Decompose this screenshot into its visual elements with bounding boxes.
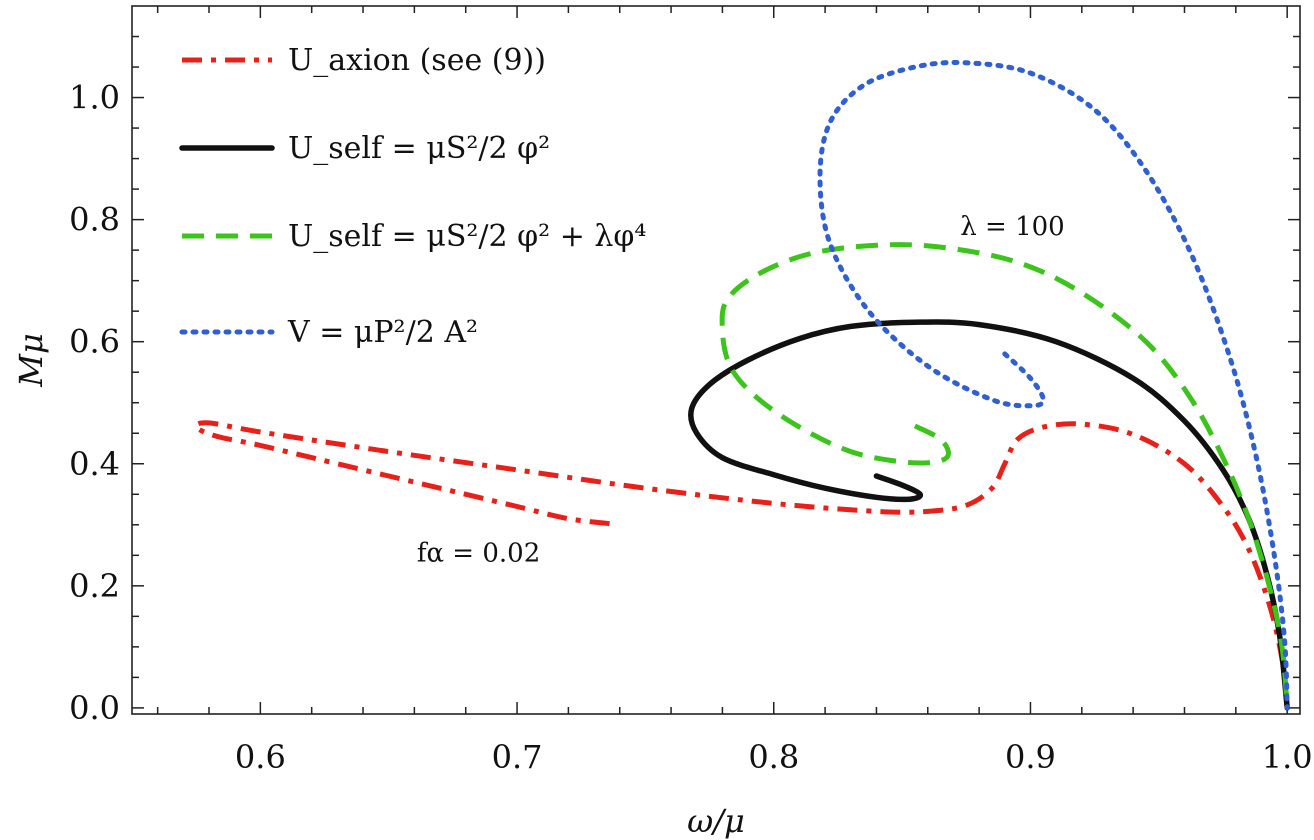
annotation-lambda: λ = 100 [960, 212, 1064, 242]
series-axion [193, 420, 1290, 709]
y-tick-label: 0.0 [69, 689, 120, 727]
legend-label-axion: U_axion (see (9)) [288, 43, 546, 78]
y-tick-label: 1.0 [69, 79, 120, 117]
series-layer [193, 59, 1290, 711]
y-tick-label: 0.6 [69, 323, 120, 361]
x-tick-label: 0.7 [492, 738, 543, 776]
y-tick-label: 0.2 [69, 567, 120, 605]
y-tick-label: 0.8 [69, 201, 120, 239]
legend: U_axion (see (9)) U_self = μS²/2 φ² U_se… [179, 43, 646, 350]
y-axis-label: Mμ [12, 333, 50, 388]
axis-tick-labels: 0.6 0.7 0.8 0.9 1.0 0.0 0.2 0.4 0.6 0.8 1.0 [69, 79, 1313, 776]
x-tick-label: 0.6 [235, 738, 286, 776]
axis-ticks [132, 6, 1300, 714]
series-self [688, 319, 1290, 711]
x-axis-label: ω/μ [687, 802, 745, 840]
x-tick-label: 0.9 [1005, 738, 1056, 776]
legend-label-self: U_self = μS²/2 φ² [288, 131, 550, 166]
series-vector [817, 59, 1290, 711]
y-tick-label: 0.4 [69, 445, 120, 483]
legend-label-self-quartic: U_self = μS²/2 φ² + λφ⁴ [288, 219, 646, 254]
legend-label-vector: V = μP²/2 A² [287, 315, 478, 350]
plot-frame [131, 5, 1301, 715]
x-tick-label: 1.0 [1262, 738, 1313, 776]
annotation-f-alpha: fα = 0.02 [417, 538, 540, 568]
series-self-quartic [719, 242, 1290, 709]
x-tick-label: 0.8 [748, 738, 799, 776]
